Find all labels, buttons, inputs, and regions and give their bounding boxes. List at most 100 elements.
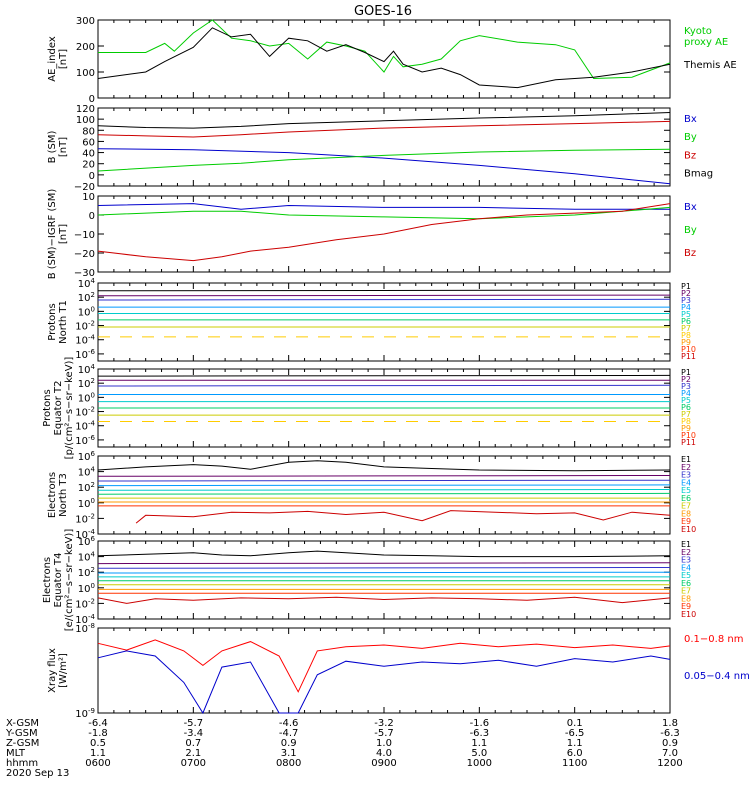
y-tick-label: −20 — [74, 182, 95, 193]
y-tick-label: 106 — [78, 450, 96, 463]
y-tick-label: −30 — [74, 268, 95, 279]
y-tick-label: 106 — [78, 535, 96, 548]
footer-cell: -3.4 — [184, 728, 204, 739]
series-line-bz — [97, 120, 671, 138]
footer-cell: 0.9 — [281, 738, 297, 749]
series-line-e1 — [97, 550, 671, 558]
series-line-p3 — [97, 298, 671, 301]
legend-label: E10 — [681, 610, 696, 619]
footer-cell: -3.2 — [374, 718, 394, 729]
panel-frame — [97, 282, 671, 362]
footer-cell: 0800 — [276, 758, 301, 769]
legend-label: By — [684, 225, 697, 236]
series-line-e4 — [97, 484, 671, 487]
y-tick-label: 104 — [78, 466, 96, 479]
y-tick-label: 10-8 — [75, 622, 95, 635]
y-axis-label: B (SM)−IGRF (SM)[nT] — [47, 189, 69, 280]
y-axis-label: AE_index[nT] — [47, 36, 69, 82]
y-tick-label: 10-6 — [75, 348, 95, 361]
y-tick-label: 10-6 — [75, 434, 95, 447]
legend-label: E3 — [681, 471, 691, 480]
series-line-e10 — [135, 510, 671, 524]
y-axis-label: B (SM)[nT] — [47, 130, 69, 163]
y-tick-label: 10-4 — [75, 420, 95, 433]
y-tick-label: 100 — [78, 582, 95, 595]
legend-label: P6 — [681, 403, 691, 412]
footer-cell: -6.4 — [88, 718, 108, 729]
legend-label: E2 — [681, 463, 691, 472]
legend-label: E1 — [681, 540, 691, 549]
legend-label: P9 — [681, 424, 691, 433]
y-axis-label: Xray flux[W/m²] — [47, 648, 69, 693]
y-tick-label: 200 — [76, 42, 95, 53]
legend-label: P1 — [681, 282, 691, 291]
plot-title: GOES-16 — [354, 4, 412, 19]
y-tick-label: 10-9 — [75, 707, 95, 720]
series-line-e4 — [97, 571, 671, 574]
panel-8: 10-9 10-8 Xray flux[W/m²] 0.1−0.8 nm 0.05−0.… — [47, 622, 750, 720]
y-tick-label: 80 — [82, 126, 95, 137]
y-tick-label: 100 — [78, 497, 95, 510]
legend-label: E8 — [681, 509, 691, 518]
y-tick-label: 60 — [82, 137, 95, 148]
footer-cell: 0.9 — [662, 738, 678, 749]
series-line-e2 — [97, 475, 671, 477]
y-tick-label: 10-2 — [75, 320, 95, 333]
y-tick-label: 0 — [89, 171, 95, 182]
legend-label: E5 — [681, 571, 691, 580]
y-tick-label: 104 — [78, 277, 96, 290]
legend-label: E9 — [681, 602, 691, 611]
y-tick-label: 0 — [89, 211, 95, 222]
legend-label: Kyoto — [684, 26, 712, 37]
legend-label: Bz — [684, 150, 696, 161]
footer-cell: -4.6 — [279, 718, 299, 729]
legend-label: P3 — [681, 382, 691, 391]
y-tick-label: 104 — [78, 363, 96, 376]
footer-cell: 1100 — [562, 758, 587, 769]
y-axis-label: ProtonsNorth T1 — [47, 300, 69, 344]
series-line-by — [97, 148, 671, 172]
legend-label: P10 — [681, 345, 696, 354]
footer-cell: 1.0 — [376, 738, 392, 749]
footer-cell: 3.1 — [281, 748, 297, 759]
legend-label: P3 — [681, 296, 691, 305]
legend-label: P6 — [681, 317, 691, 326]
legend-label: P8 — [681, 417, 691, 426]
y-tick-label: 10 — [82, 192, 95, 203]
series-line-bx — [97, 203, 670, 210]
series-line-e6 — [97, 492, 671, 495]
legend-label: Bx — [684, 202, 697, 213]
footer-cell: 0.1 — [567, 718, 583, 729]
y-tick-label: 10-2 — [75, 597, 95, 610]
series-line-p1 — [97, 289, 671, 292]
footer-cell: 5.0 — [471, 748, 487, 759]
legend-label: E3 — [681, 556, 691, 565]
series-line-kyoto-proxy-ae — [98, 19, 671, 80]
legend-label: By — [684, 132, 697, 143]
footer-cell: 0900 — [371, 758, 396, 769]
series-line-bmag — [97, 112, 671, 129]
panel-frame — [97, 627, 671, 714]
legend-label: E8 — [681, 594, 691, 603]
footer-row-label: MLT — [6, 748, 26, 759]
legend-label: P5 — [681, 396, 691, 405]
legend-label: P10 — [681, 431, 696, 440]
y-tick-label: 40 — [82, 149, 95, 160]
footer-cell: -1.6 — [470, 718, 490, 729]
y-tick-label: 20 — [82, 160, 95, 171]
legend-label: P7 — [681, 410, 691, 419]
legend-label: E4 — [681, 563, 691, 572]
footer-cell: 1.1 — [90, 748, 106, 759]
legend-label: P8 — [681, 331, 691, 340]
series-line-e5 — [97, 489, 671, 491]
series-line-e3 — [97, 479, 671, 482]
legend-label: P5 — [681, 310, 691, 319]
footer-cell: 4.0 — [376, 748, 392, 759]
series-line-e10 — [97, 596, 671, 604]
y-axis-label: ProtonsEquator T2[p/(cm²−s−sr−keV)] — [42, 357, 75, 460]
